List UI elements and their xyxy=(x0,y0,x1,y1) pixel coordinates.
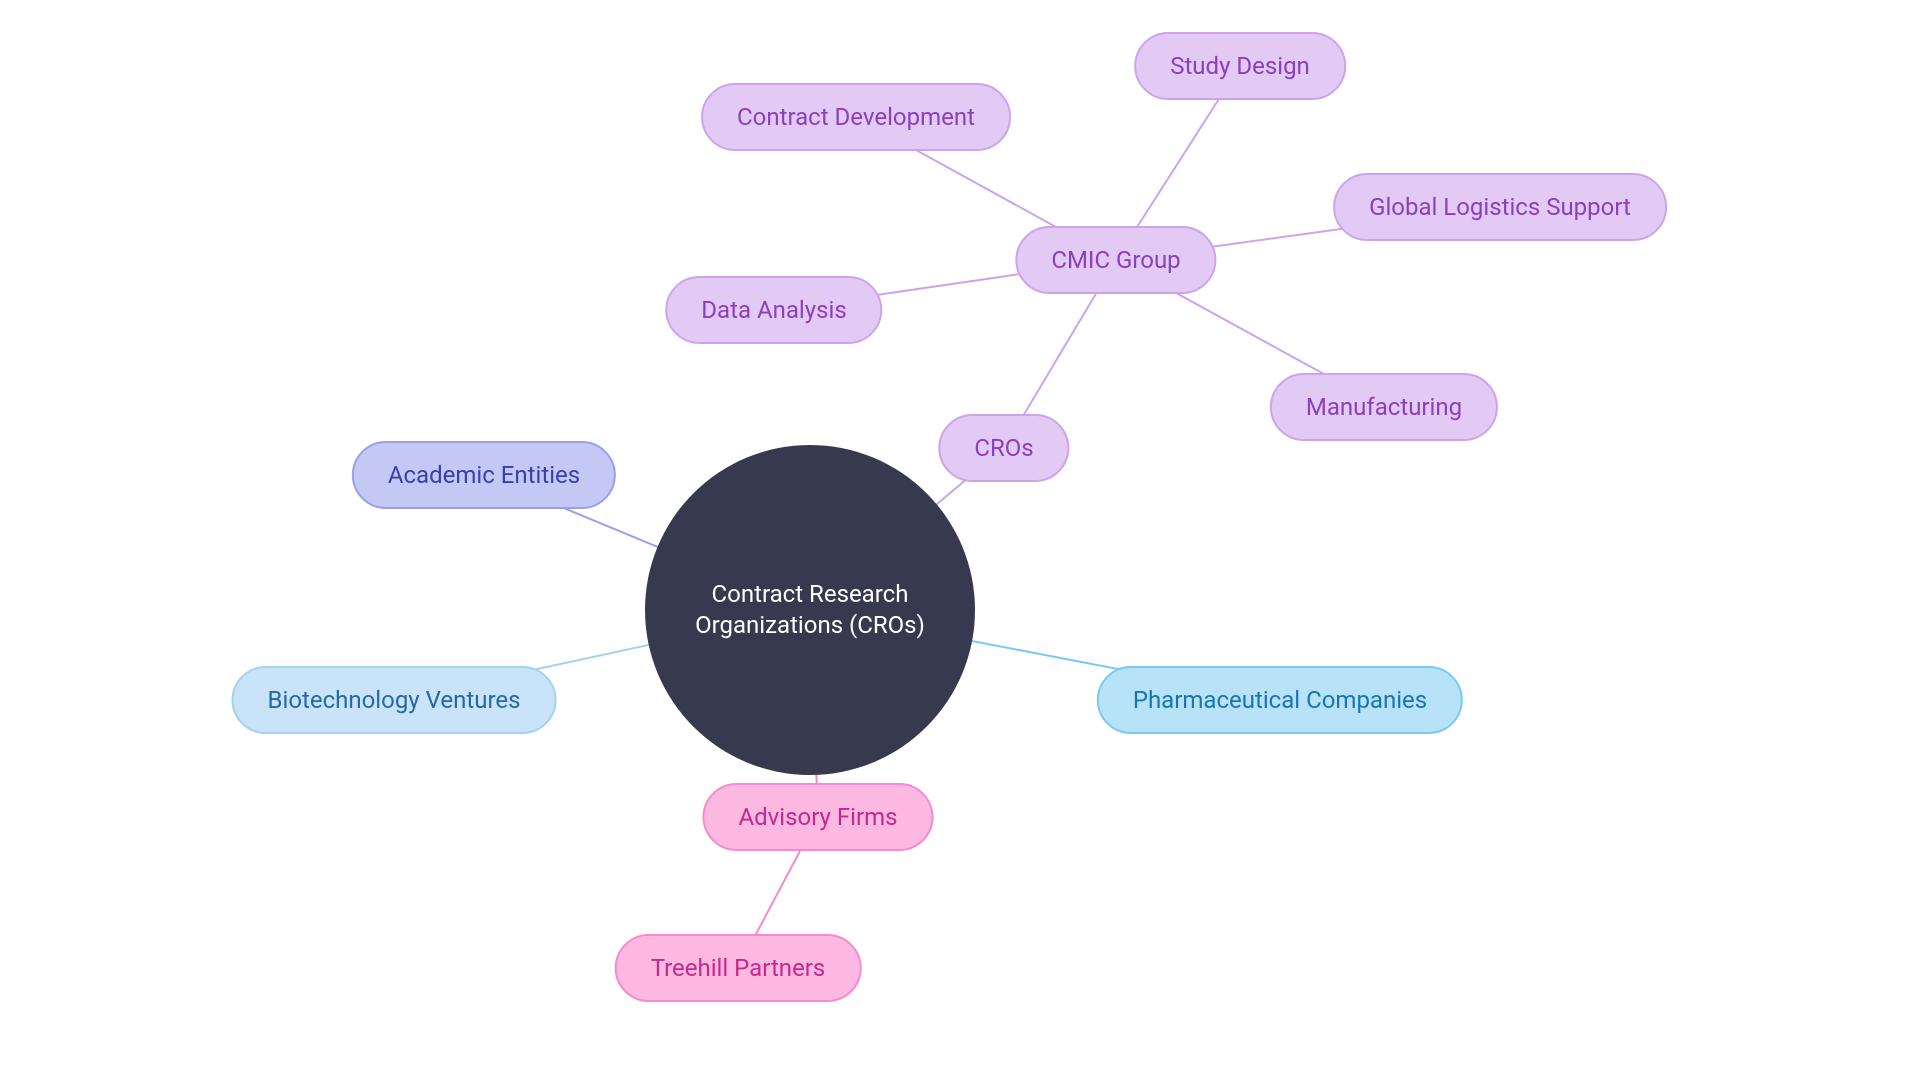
node-label: Manufacturing xyxy=(1306,393,1462,421)
node-biotech[interactable]: Biotechnology Ventures xyxy=(232,666,557,734)
node-label: Treehill Partners xyxy=(651,954,826,982)
node-globallogistics[interactable]: Global Logistics Support xyxy=(1333,173,1667,241)
node-label: Biotechnology Ventures xyxy=(268,686,521,714)
node-contractdev[interactable]: Contract Development xyxy=(701,83,1011,151)
node-label: CMIC Group xyxy=(1051,246,1180,274)
node-label: CROs xyxy=(974,434,1033,462)
node-label: Study Design xyxy=(1170,52,1310,80)
node-cros[interactable]: CROs xyxy=(938,414,1069,482)
node-treehill[interactable]: Treehill Partners xyxy=(615,934,862,1002)
node-advisory[interactable]: Advisory Firms xyxy=(702,783,933,851)
node-label: Academic Entities xyxy=(388,461,580,489)
node-label: Contract ResearchOrganizations (CROs) xyxy=(695,579,925,641)
node-cmic[interactable]: CMIC Group xyxy=(1015,226,1216,294)
node-pharma[interactable]: Pharmaceutical Companies xyxy=(1097,666,1463,734)
node-central[interactable]: Contract ResearchOrganizations (CROs) xyxy=(645,445,975,775)
node-label: Advisory Firms xyxy=(738,803,897,831)
node-label: Data Analysis xyxy=(701,296,846,324)
edges-layer xyxy=(0,0,1920,1080)
node-academic[interactable]: Academic Entities xyxy=(352,441,616,509)
node-label: Pharmaceutical Companies xyxy=(1133,686,1427,714)
node-label: Global Logistics Support xyxy=(1369,193,1631,221)
node-label: Contract Development xyxy=(737,103,975,131)
mindmap-canvas: Contract ResearchOrganizations (CROs) Aca… xyxy=(0,0,1920,1080)
node-dataanalysis[interactable]: Data Analysis xyxy=(665,276,882,344)
node-studydesign[interactable]: Study Design xyxy=(1134,32,1346,100)
node-manufacturing[interactable]: Manufacturing xyxy=(1270,373,1498,441)
